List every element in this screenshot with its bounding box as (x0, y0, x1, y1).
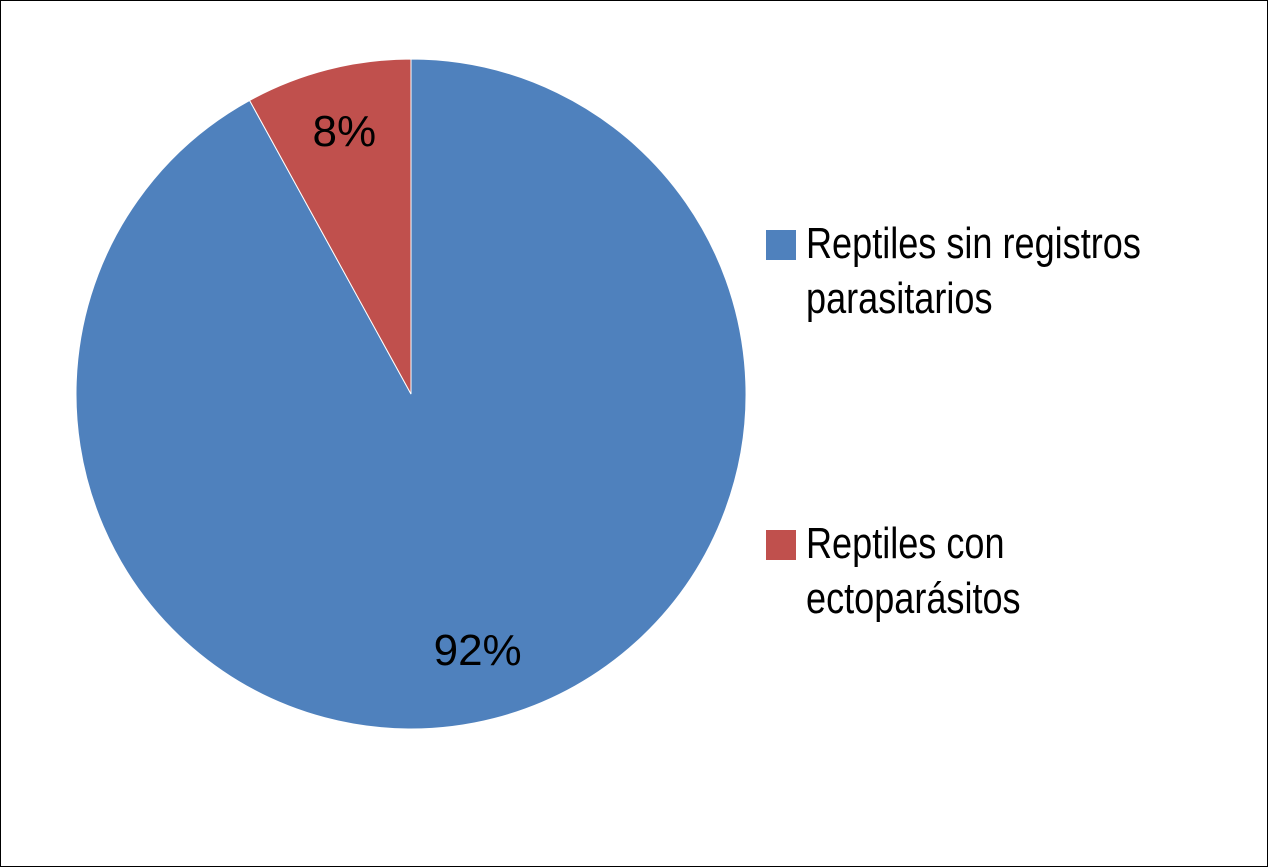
legend-entry: Reptiles con ectoparásitos (766, 516, 1268, 626)
legend-swatch (766, 530, 796, 560)
legend-entry: Reptiles sin registros parasitarios (766, 216, 1268, 326)
legend-swatch (766, 230, 796, 260)
legend-label: Reptiles con ectoparásitos (806, 519, 1021, 623)
data-label: 92% (434, 626, 522, 675)
data-label: 8% (313, 107, 377, 156)
legend-label: Reptiles sin registros parasitarios (806, 219, 1141, 323)
pie-slice (248, 58, 412, 395)
